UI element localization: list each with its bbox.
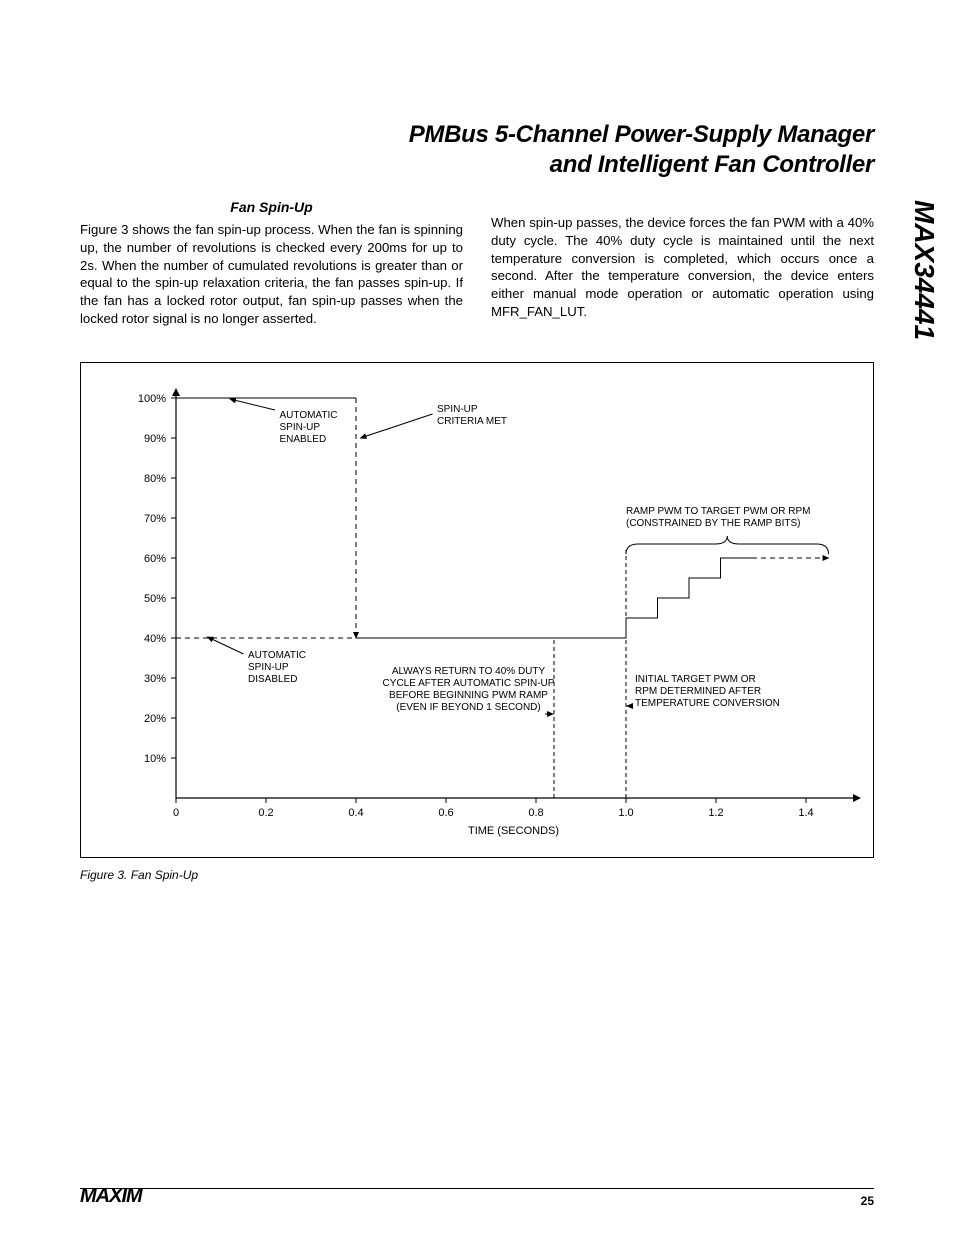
svg-text:SPIN-UP: SPIN-UP [248, 662, 289, 673]
svg-text:20%: 20% [144, 713, 166, 725]
svg-text:RAMP PWM TO TARGET PWM OR RPM: RAMP PWM TO TARGET PWM OR RPM [626, 506, 810, 517]
svg-text:0.6: 0.6 [438, 807, 453, 819]
body-col1: Figure 3 shows the fan spin-up process. … [80, 221, 463, 328]
svg-text:80%: 80% [144, 473, 166, 485]
section-heading: Fan Spin-Up [80, 198, 463, 217]
figure-box: 10% 20% 30% 40% 50% 60% 70% 80% 90% 100% 0 0.2 0.4 0.… [80, 362, 874, 858]
svg-text:INITIAL TARGET PWM OR: INITIAL TARGET PWM OR [635, 674, 756, 685]
svg-text:0.8: 0.8 [528, 807, 543, 819]
svg-text:TIME (SECONDS): TIME (SECONDS) [468, 825, 559, 837]
svg-text:AUTOMATIC: AUTOMATIC [280, 410, 338, 421]
svg-text:60%: 60% [144, 553, 166, 565]
svg-text:CYCLE AFTER AUTOMATIC SPIN-UP: CYCLE AFTER AUTOMATIC SPIN-UP [383, 678, 555, 689]
svg-text:100%: 100% [138, 393, 166, 405]
svg-text:90%: 90% [144, 433, 166, 445]
svg-text:70%: 70% [144, 513, 166, 525]
svg-text:40%: 40% [144, 633, 166, 645]
svg-text:(EVEN IF BEYOND 1 SECOND): (EVEN IF BEYOND 1 SECOND) [396, 702, 540, 713]
svg-text:1.4: 1.4 [798, 807, 813, 819]
svg-text:RPM DETERMINED AFTER: RPM DETERMINED AFTER [635, 686, 761, 697]
title-line2: and Intelligent Fan Controller [550, 151, 874, 178]
spinup-chart: 10% 20% 30% 40% 50% 60% 70% 80% 90% 100% 0 0.2 0.4 0.… [81, 363, 873, 857]
svg-text:30%: 30% [144, 673, 166, 685]
svg-text:CRITERIA MET: CRITERIA MET [437, 416, 507, 427]
svg-text:10%: 10% [144, 753, 166, 765]
svg-text:1.2: 1.2 [708, 807, 723, 819]
svg-text:AUTOMATIC: AUTOMATIC [248, 650, 306, 661]
svg-text:0.2: 0.2 [258, 807, 273, 819]
svg-text:0: 0 [173, 807, 179, 819]
figure-caption: Figure 3. Fan Spin-Up [80, 868, 874, 882]
part-number-sidebar: MAX34441 [908, 200, 940, 340]
svg-text:ALWAYS RETURN TO 40% DUTY: ALWAYS RETURN TO 40% DUTY [392, 666, 546, 677]
svg-text:ENABLED: ENABLED [280, 434, 327, 445]
page-number: 25 [861, 1194, 874, 1208]
body-col2: When spin-up passes, the device forces t… [491, 214, 874, 321]
svg-text:DISABLED: DISABLED [248, 674, 297, 685]
maxim-logo: MAXIM [80, 1185, 142, 1208]
title-line1: PMBus 5-Channel Power-Supply Manager [409, 121, 874, 148]
svg-text:(CONSTRAINED BY THE RAMP BITS): (CONSTRAINED BY THE RAMP BITS) [626, 518, 800, 529]
svg-text:SPIN-UP: SPIN-UP [280, 422, 321, 433]
svg-text:TEMPERATURE CONVERSION: TEMPERATURE CONVERSION [635, 698, 780, 709]
svg-text:0.4: 0.4 [348, 807, 363, 819]
svg-text:BEFORE BEGINNING PWM RAMP: BEFORE BEGINNING PWM RAMP [389, 690, 548, 701]
svg-text:1.0: 1.0 [618, 807, 633, 819]
svg-text:50%: 50% [144, 593, 166, 605]
svg-text:SPIN-UP: SPIN-UP [437, 404, 478, 415]
